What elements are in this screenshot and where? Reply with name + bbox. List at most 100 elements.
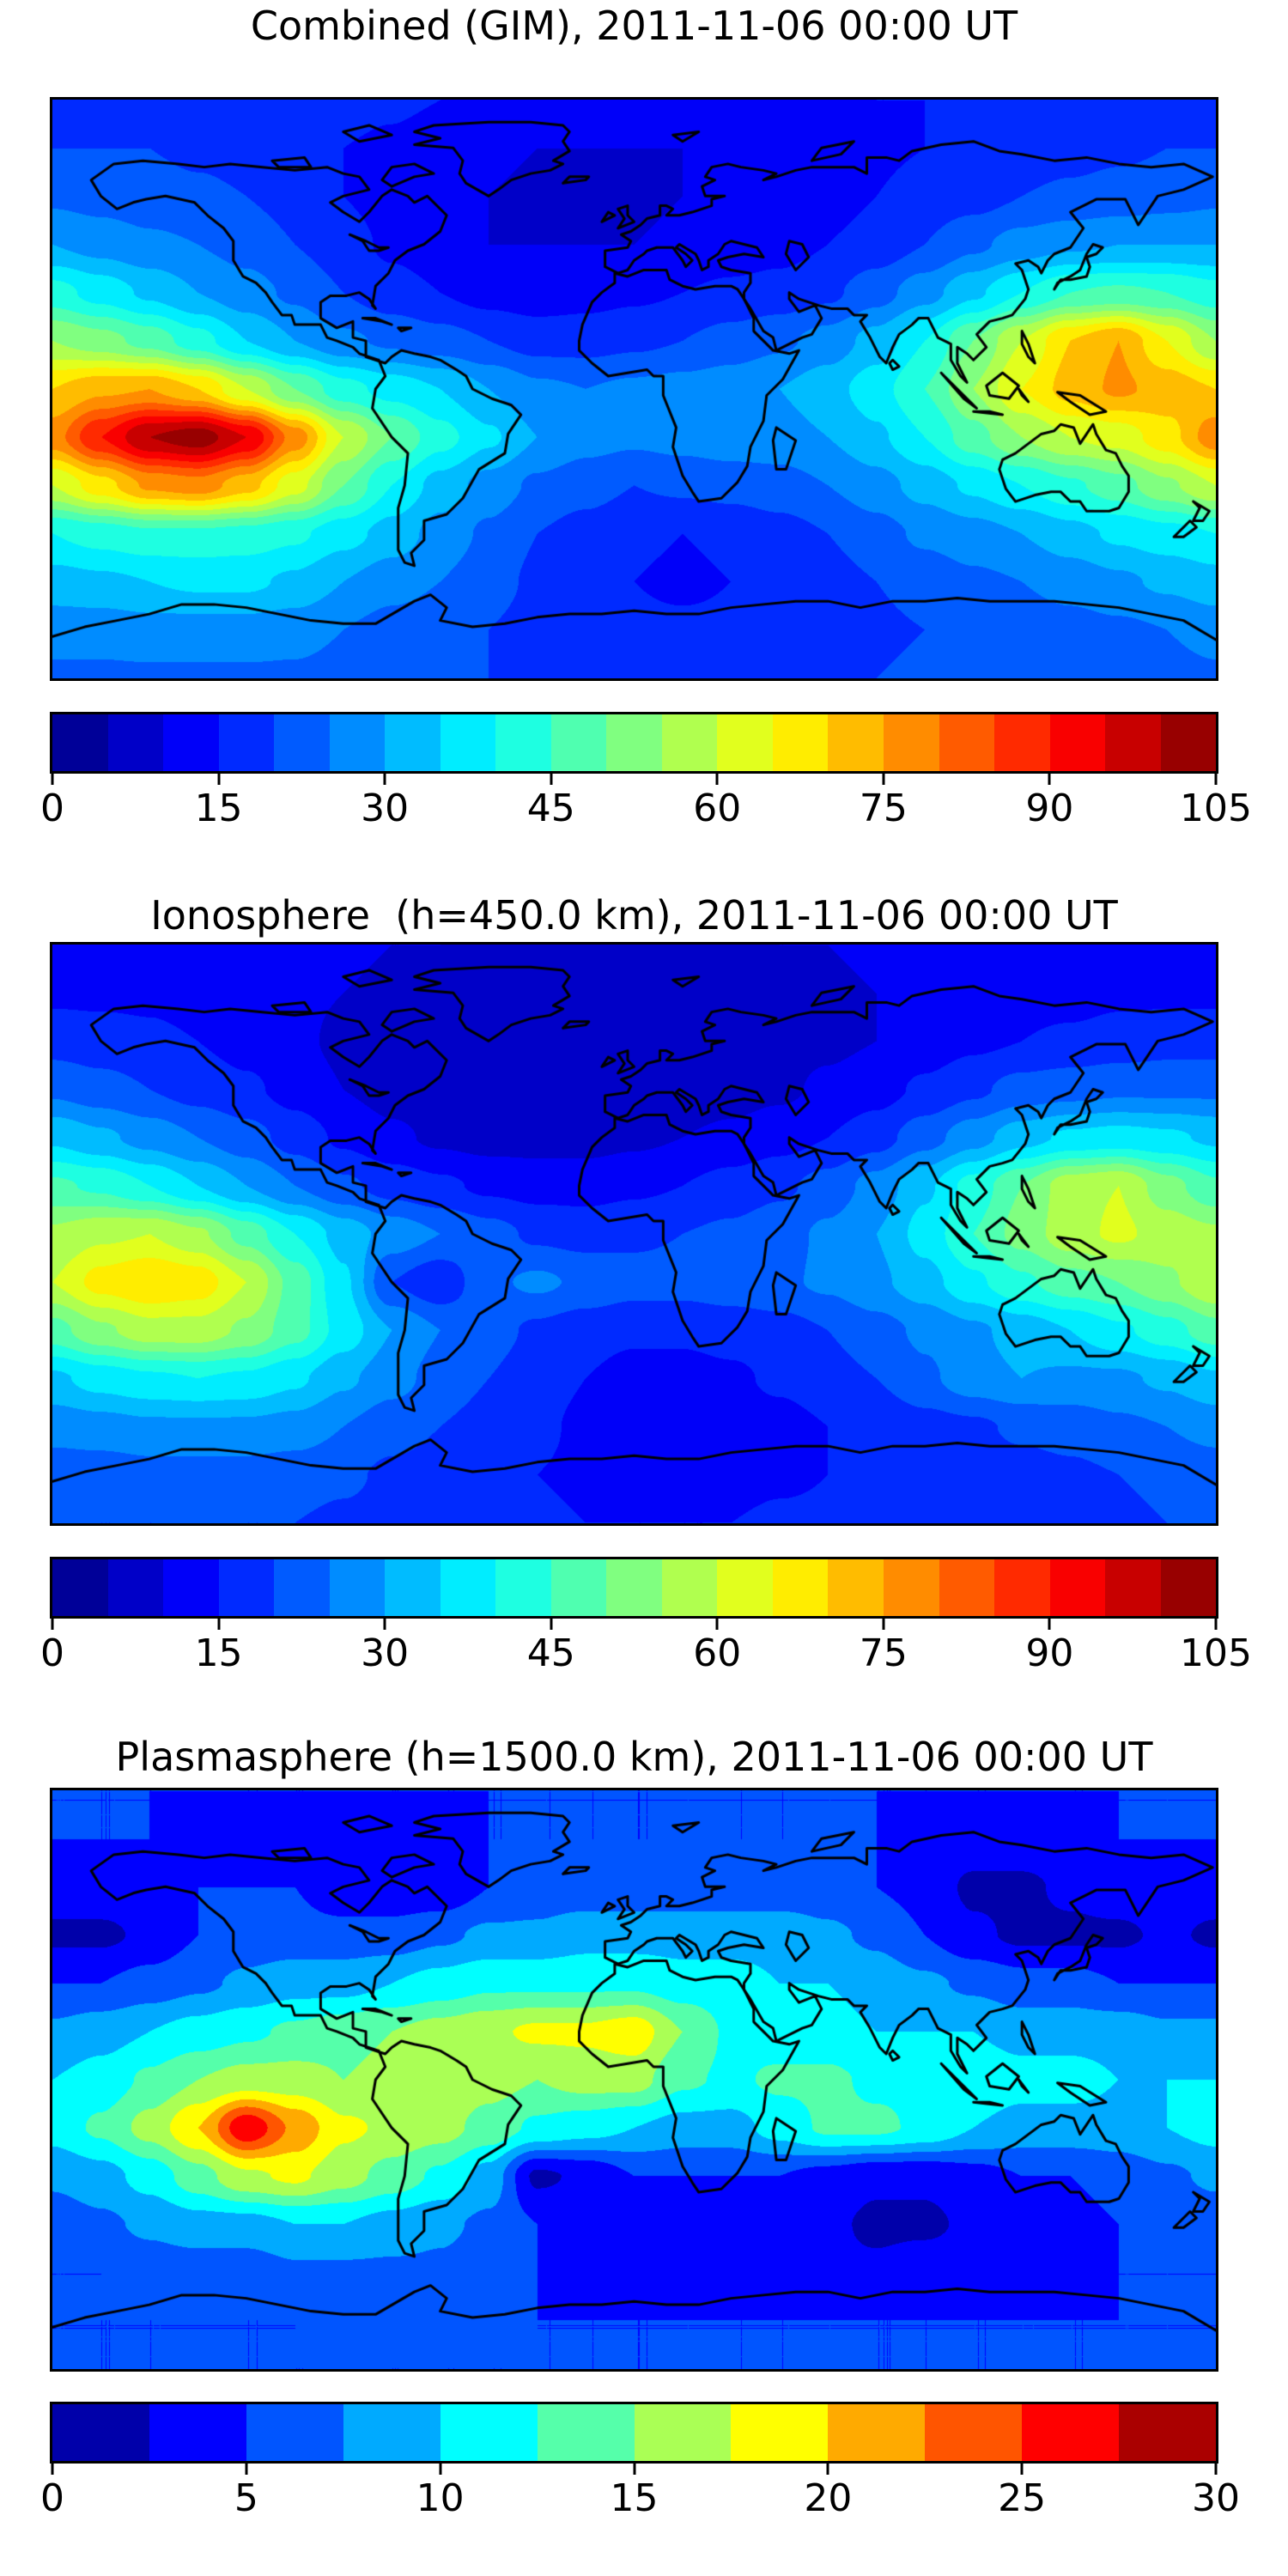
colorbar-segment xyxy=(1160,714,1217,771)
colorbar-segment xyxy=(107,1559,164,1616)
colorbar-tick-label: 15 xyxy=(194,1631,243,1675)
colorbar-segment xyxy=(828,1559,884,1616)
map-plasmasphere xyxy=(50,1788,1218,2372)
colorbar-segment xyxy=(52,714,108,771)
colorbar-tick-label: 30 xyxy=(361,787,410,830)
colorbar-tick xyxy=(245,2461,248,2475)
colorbar-segment xyxy=(163,1559,219,1616)
map-combined xyxy=(50,97,1218,681)
colorbar-tick-label: 25 xyxy=(998,2476,1047,2520)
colorbar-tick xyxy=(882,1616,885,1630)
colorbar-tick xyxy=(383,771,386,785)
colorbar-segment xyxy=(218,714,275,771)
colorbar-tick xyxy=(715,1616,719,1630)
colorbar-segment xyxy=(1022,2404,1120,2461)
colorbar-tick-label: 15 xyxy=(610,2476,659,2520)
colorbar-tick xyxy=(51,1616,54,1630)
panel-title-ionosphere: Ionosphere (h=450.0 km), 2011-11-06 00:0… xyxy=(150,892,1118,939)
colorbar-tick xyxy=(51,771,54,785)
colorbar-segment xyxy=(1049,714,1106,771)
colorbar-segment xyxy=(246,2404,343,2461)
colorbar-tick xyxy=(383,1616,386,1630)
colorbar-segment xyxy=(772,714,829,771)
colorbar-tick-label: 60 xyxy=(693,787,742,830)
colorbar-tick-label: 15 xyxy=(194,787,243,830)
colorbar-segment xyxy=(163,714,219,771)
colorbar-segment xyxy=(385,1559,440,1616)
colorbar-tick xyxy=(1048,771,1051,785)
colorbar-segment xyxy=(661,1559,718,1616)
colorbar-ticks-combined xyxy=(51,771,1218,785)
panel-title-plasmasphere: Plasmasphere (h=1500.0 km), 2011-11-06 0… xyxy=(115,1734,1153,1780)
colorbar-segment xyxy=(1160,1559,1217,1616)
colorbar-segment xyxy=(218,1559,275,1616)
colorbar-tick-label: 45 xyxy=(526,1631,575,1675)
colorbar-tick xyxy=(1214,1616,1218,1630)
colorbar-segment xyxy=(550,714,607,771)
colorbar-tick-label: 10 xyxy=(416,2476,465,2520)
colorbar-segment xyxy=(828,714,884,771)
map-ionosphere xyxy=(50,942,1218,1526)
colorbar-segment xyxy=(1049,1559,1106,1616)
colorbar-segment xyxy=(329,714,386,771)
colorbar-plasmasphere xyxy=(50,2402,1218,2464)
colorbar-tick xyxy=(439,2461,442,2475)
colorbar-tick xyxy=(550,1616,553,1630)
colorbar-segment xyxy=(440,714,496,771)
colorbar-segment xyxy=(385,714,440,771)
colorbar-segment xyxy=(440,1559,496,1616)
colorbar-combined xyxy=(50,712,1218,774)
colorbar-tick xyxy=(1020,2461,1024,2475)
colorbar-ticks-ionosphere xyxy=(51,1616,1218,1630)
colorbar-tick-label: 90 xyxy=(1025,1631,1074,1675)
colorbar-segment xyxy=(52,1559,108,1616)
colorbar-segment xyxy=(828,2404,926,2461)
colorbar-tick-label: 45 xyxy=(526,787,575,830)
colorbar-segment xyxy=(939,714,995,771)
colorbar-segment xyxy=(107,714,164,771)
colorbar-segment xyxy=(495,1559,551,1616)
colorbar-segment xyxy=(717,1559,773,1616)
colorbar-segment xyxy=(883,1559,939,1616)
colorbar-tick-label: 5 xyxy=(234,2476,258,2520)
colorbar-ticks-plasmasphere xyxy=(51,2461,1218,2475)
colorbar-tick xyxy=(217,1616,221,1630)
colorbar-segment xyxy=(634,2404,732,2461)
colorbar-segment xyxy=(772,1559,829,1616)
colorbar-segment xyxy=(537,2404,635,2461)
colorbar-segment xyxy=(1105,714,1161,771)
colorbar-tick-label: 60 xyxy=(693,1631,742,1675)
colorbar-tick-label: 30 xyxy=(361,1631,410,1675)
colorbar-tick xyxy=(1214,771,1218,785)
colorbar-tick-labels-ionosphere: 0 15 30 45 60 75 90 105 xyxy=(40,1631,1252,1676)
colorbar-tick-label: 105 xyxy=(1180,1631,1252,1675)
colorbar-tick-labels-combined: 0 15 30 45 60 75 90 105 xyxy=(40,787,1252,831)
colorbar-tick xyxy=(826,2461,829,2475)
colorbar-tick-label: 20 xyxy=(804,2476,853,2520)
colorbar-tick xyxy=(217,771,221,785)
colorbar-tick-label: 75 xyxy=(859,1631,908,1675)
colorbar-tick-labels-plasmasphere: 0 5 10 15 20 25 30 xyxy=(40,2476,1240,2521)
colorbar-segment xyxy=(274,1559,330,1616)
colorbar-segment xyxy=(495,714,551,771)
colorbar-segment xyxy=(440,2404,538,2461)
colorbar-segment xyxy=(343,2404,440,2461)
colorbar-tick xyxy=(882,771,885,785)
colorbar-tick-label: 75 xyxy=(859,787,908,830)
colorbar-tick-label: 105 xyxy=(1180,787,1252,830)
colorbar-tick-label: 0 xyxy=(40,1631,64,1675)
colorbar-segment xyxy=(52,2404,149,2461)
colorbar-tick xyxy=(633,2461,635,2475)
colorbar-segment xyxy=(994,1559,1050,1616)
colorbar-segment xyxy=(550,1559,607,1616)
colorbar-segment xyxy=(1119,2404,1217,2461)
colorbar-tick xyxy=(550,771,553,785)
colorbar-segment xyxy=(731,2404,829,2461)
colorbar-segment xyxy=(925,2404,1023,2461)
colorbar-tick-label: 30 xyxy=(1192,2476,1240,2520)
colorbar-segment xyxy=(606,1559,662,1616)
colorbar-segment xyxy=(149,2404,246,2461)
panel-title-combined: Combined (GIM), 2011-11-06 00:00 UT xyxy=(250,3,1018,49)
colorbar-segment xyxy=(274,714,330,771)
